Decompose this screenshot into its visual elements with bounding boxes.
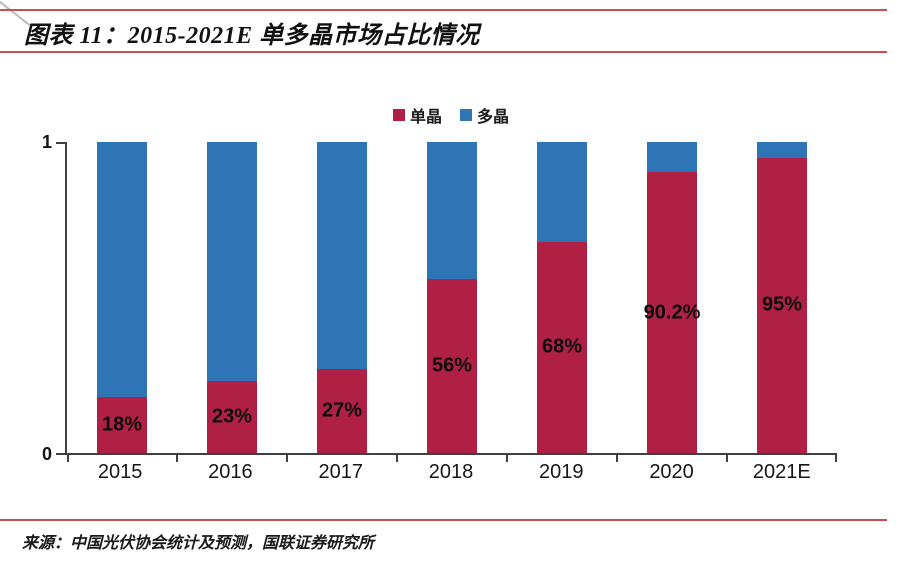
bar-segment-mono: [97, 397, 147, 453]
figure-title: 图表 11：2015-2021E 单多晶市场占比情况: [24, 23, 480, 49]
bar-segment-mono: [427, 278, 477, 453]
x-axis-tick-label: 2017: [318, 461, 363, 483]
x-axis-tick-label: 2020: [649, 461, 694, 483]
bar-group-2019: 68%: [507, 142, 617, 453]
x-axis-tick: [616, 455, 618, 462]
bar-group-2015: 18%: [67, 142, 177, 453]
bar-value-label: 90.2%: [643, 301, 701, 324]
bar-group-2021E: 95%: [727, 142, 837, 453]
bar-segment-poly: [647, 142, 697, 173]
x-axis-tick-label: 2016: [208, 461, 253, 483]
stacked-bar: 56%: [427, 142, 477, 453]
bar-group-2016: 23%: [177, 142, 287, 453]
y-axis-tick-min: [56, 453, 65, 455]
bar-value-label: 18%: [101, 413, 143, 436]
legend-item-poly: 多晶: [460, 103, 509, 127]
stacked-bar: 68%: [537, 142, 587, 453]
bar-value-label: 56%: [431, 354, 473, 377]
stacked-bar: 90.2%: [644, 142, 700, 453]
stacked-bar: 95%: [757, 142, 807, 453]
plot-area: 18% 23% 27% 56% 68% 90.2% 95%: [56, 142, 837, 462]
legend-item-mono: 单晶: [392, 103, 442, 127]
x-axis-tick: [726, 455, 728, 462]
bar-group-2020: 90.2%: [617, 142, 727, 453]
title-divider-rule: [0, 51, 887, 53]
stacked-bar: 23%: [207, 142, 257, 453]
bar-segment-mono: [207, 381, 257, 453]
x-axis-tick-label: 2018: [428, 461, 474, 483]
bar-value-label: 23%: [211, 405, 253, 428]
bar-value-label: 68%: [541, 335, 583, 358]
bar-segment-mono: [647, 172, 697, 453]
x-axis-tick: [505, 455, 508, 462]
bar-segment-poly: [97, 142, 147, 398]
x-axis-tick: [67, 455, 69, 462]
y-axis-tick-max: [56, 142, 65, 144]
top-divider-rule: [0, 9, 887, 11]
bar-segment-mono: [757, 157, 807, 453]
legend-label: 单晶: [409, 109, 442, 126]
footer-divider-rule: [0, 519, 887, 521]
x-axis-tick-label: 2019: [539, 461, 584, 483]
bar-group-2018: 56%: [397, 142, 507, 453]
chart-legend: 单晶 多晶: [65, 103, 837, 127]
x-axis-labels: 2015 2016 2017 2018 2019 2020 2021E: [65, 461, 837, 487]
legend-label: 多晶: [477, 109, 510, 126]
legend-swatch-icon: [392, 109, 405, 121]
bar-segment-mono: [537, 241, 587, 453]
source-note: 来源：中国光伏协会统计及预测，国联证券研究所: [22, 535, 375, 552]
x-axis-tick: [835, 455, 837, 462]
bar-segment-poly: [537, 142, 587, 242]
bar-value-label: 27%: [321, 399, 363, 422]
x-axis-tick: [175, 455, 178, 462]
x-axis-tick: [396, 455, 398, 462]
bar-segment-poly: [317, 142, 367, 370]
bar-segment-poly: [207, 142, 257, 382]
bar-group-2017: 27%: [287, 142, 397, 453]
y-axis-tick-label-min: 0: [41, 444, 52, 464]
stacked-bar: 27%: [317, 142, 367, 453]
bar-segment-mono: [317, 369, 367, 453]
bar-value-label: 95%: [761, 293, 803, 316]
bar-segment-poly: [427, 142, 477, 279]
x-axis-tick: [285, 455, 288, 462]
legend-swatch-icon: [460, 109, 472, 121]
x-axis-tick-label: 2015: [97, 461, 143, 483]
stacked-bar: 18%: [97, 142, 147, 453]
y-axis-tick-label-max: 1: [41, 132, 52, 152]
bar-segment-poly: [757, 142, 807, 158]
x-axis-tick-label: 2021E: [752, 461, 811, 483]
